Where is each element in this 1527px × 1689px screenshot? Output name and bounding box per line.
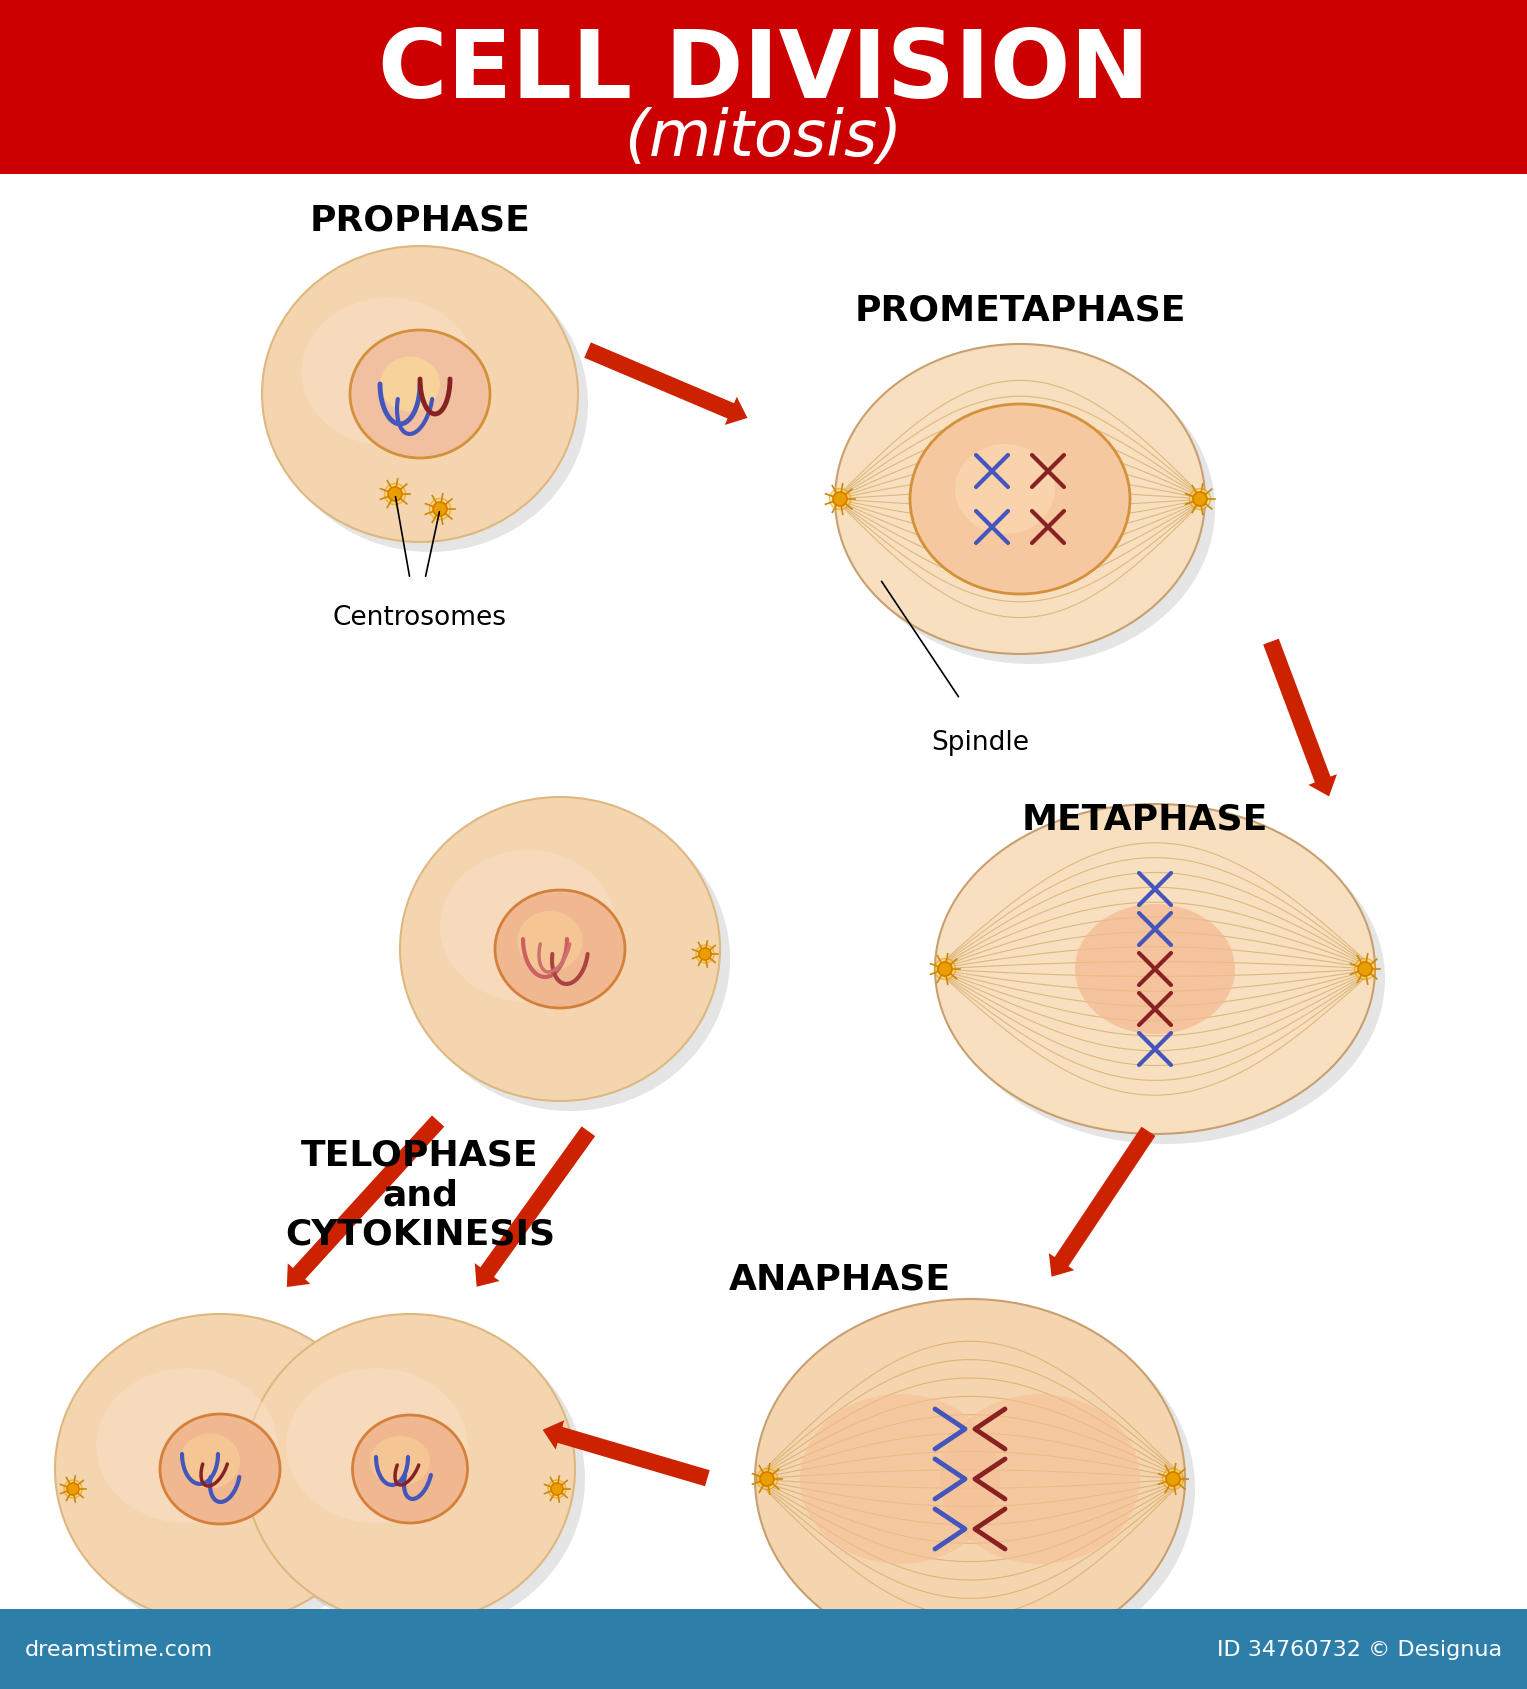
Circle shape xyxy=(1193,493,1206,507)
Ellipse shape xyxy=(835,345,1205,655)
Ellipse shape xyxy=(272,257,588,552)
Ellipse shape xyxy=(55,1314,385,1625)
Ellipse shape xyxy=(160,1414,279,1523)
Ellipse shape xyxy=(263,247,579,542)
Text: ID 34760732 © Designua: ID 34760732 © Designua xyxy=(1217,1638,1503,1659)
Ellipse shape xyxy=(495,890,625,1008)
Bar xyxy=(0,1610,1527,1689)
Ellipse shape xyxy=(829,490,851,510)
Circle shape xyxy=(1167,1473,1180,1486)
Ellipse shape xyxy=(66,1324,395,1633)
Ellipse shape xyxy=(429,500,450,520)
Ellipse shape xyxy=(910,405,1130,595)
Circle shape xyxy=(1358,963,1371,976)
Ellipse shape xyxy=(1162,1469,1183,1490)
Text: (mitosis): (mitosis) xyxy=(625,106,902,169)
Text: Spindle: Spindle xyxy=(931,730,1029,755)
Ellipse shape xyxy=(844,355,1215,664)
Ellipse shape xyxy=(756,1469,777,1490)
Ellipse shape xyxy=(548,1480,567,1498)
Ellipse shape xyxy=(64,1480,82,1498)
Circle shape xyxy=(760,1473,774,1486)
Ellipse shape xyxy=(945,814,1385,1145)
Circle shape xyxy=(699,949,712,961)
Ellipse shape xyxy=(696,946,715,963)
Ellipse shape xyxy=(935,959,956,980)
Ellipse shape xyxy=(765,1309,1196,1669)
Text: ANAPHASE: ANAPHASE xyxy=(728,1262,951,1295)
Ellipse shape xyxy=(353,1415,467,1523)
Ellipse shape xyxy=(385,485,406,505)
Text: METAPHASE: METAPHASE xyxy=(1022,802,1269,836)
Text: PROMETAPHASE: PROMETAPHASE xyxy=(854,292,1186,326)
Ellipse shape xyxy=(440,851,615,1003)
Text: CELL DIVISION: CELL DIVISION xyxy=(377,25,1150,118)
Ellipse shape xyxy=(286,1368,467,1523)
Text: PROPHASE: PROPHASE xyxy=(310,203,530,236)
Ellipse shape xyxy=(301,299,475,446)
Ellipse shape xyxy=(754,1299,1185,1659)
Ellipse shape xyxy=(350,331,490,459)
Ellipse shape xyxy=(370,1436,431,1486)
Ellipse shape xyxy=(411,807,730,1111)
Circle shape xyxy=(434,503,447,517)
Circle shape xyxy=(551,1483,563,1495)
Ellipse shape xyxy=(96,1368,278,1523)
Circle shape xyxy=(67,1483,79,1495)
Ellipse shape xyxy=(1354,959,1376,980)
Circle shape xyxy=(388,488,402,502)
Ellipse shape xyxy=(941,1393,1141,1564)
Ellipse shape xyxy=(1190,490,1211,510)
Text: Centrosomes: Centrosomes xyxy=(333,605,507,630)
Ellipse shape xyxy=(380,358,440,412)
Circle shape xyxy=(834,493,847,507)
Ellipse shape xyxy=(255,1324,585,1633)
Ellipse shape xyxy=(954,444,1055,535)
Ellipse shape xyxy=(935,804,1374,1135)
Text: TELOPHASE
and
CYTOKINESIS: TELOPHASE and CYTOKINESIS xyxy=(286,1138,554,1250)
Bar xyxy=(0,0,1527,176)
Text: dreamstime.com: dreamstime.com xyxy=(24,1638,214,1659)
Ellipse shape xyxy=(400,797,721,1101)
Ellipse shape xyxy=(180,1434,240,1488)
Ellipse shape xyxy=(518,912,582,971)
Ellipse shape xyxy=(244,1314,576,1625)
Ellipse shape xyxy=(1075,905,1235,1034)
Ellipse shape xyxy=(800,1393,1000,1564)
Circle shape xyxy=(938,963,951,976)
